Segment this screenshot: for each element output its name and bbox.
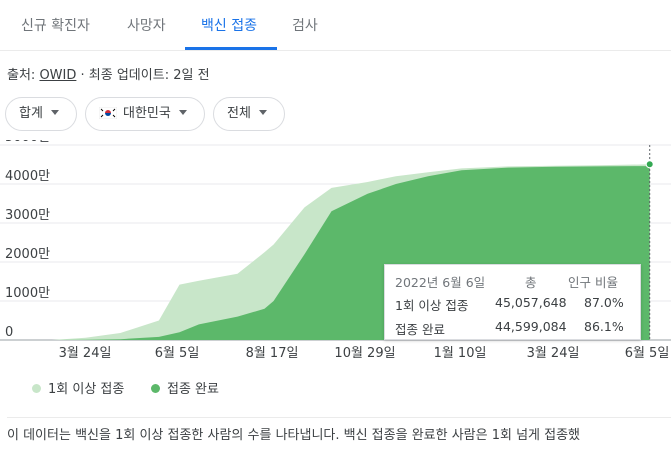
legend-item: 접종 완료 [151, 378, 219, 397]
country-dropdown[interactable]: 대한민국 [85, 97, 205, 131]
scope-dropdown[interactable]: 전체 [213, 97, 285, 131]
source-link[interactable]: OWID [39, 68, 77, 83]
x-tick-label: 6월 5일 [625, 346, 670, 361]
tooltip-row-label: 1회 이상 접종 [395, 298, 469, 313]
chevron-down-icon [258, 110, 267, 115]
source-line: 출처: OWID · 최종 업데이트: 2일 전 [7, 64, 210, 83]
legend-label: 접종 완료 [167, 382, 219, 397]
x-tick-label: 10월 29일 [334, 346, 395, 361]
x-tick-label: 6월 5일 [155, 346, 200, 361]
tooltip-row-ratio: 86.1% [584, 319, 624, 334]
hover-point [645, 160, 654, 169]
description-panel: 이 데이터는 백신을 1회 이상 접종한 사람의 수를 나타냅니다. 백신 접종… [7, 417, 671, 452]
tooltip-row-total: 45,057,648 [495, 295, 567, 310]
y-tick-label: 0 [5, 325, 13, 340]
active-tab-indicator [185, 47, 277, 50]
chevron-down-icon [50, 110, 59, 115]
tooltip-header-total: 총 [525, 275, 537, 290]
y-tick-label: 2000만 [5, 247, 50, 262]
x-tick-label: 3월 24일 [59, 346, 112, 361]
tooltip-row-label: 접종 완료 [395, 322, 445, 337]
tab-tests[interactable]: 검사 [292, 18, 318, 34]
y-tick-label: 1000만 [5, 286, 50, 301]
y-tick-label: 4000만 [5, 169, 50, 184]
legend-item: 1회 이상 접종 [32, 378, 124, 397]
chart-tooltip: 2022년 6월 6일 총 인구 비율 1회 이상 접종 45,057,648 … [384, 264, 641, 340]
scope-dropdown-label: 전체 [227, 106, 251, 121]
legend-swatch [32, 384, 41, 393]
metric-dropdown-label: 합계 [19, 106, 43, 121]
tab-vaccination[interactable]: 백신 접종 [201, 18, 257, 34]
legend-label: 1회 이상 접종 [48, 382, 125, 397]
tab-new-cases[interactable]: 신규 확진자 [21, 18, 90, 34]
x-tick-label: 8월 17일 [246, 346, 299, 361]
legend-swatch [151, 384, 160, 393]
korea-flag-icon [99, 106, 117, 119]
tooltip-row-total: 44,599,084 [495, 319, 567, 334]
y-tick-label: 5000만 [5, 140, 50, 145]
metric-dropdown[interactable]: 합계 [5, 97, 77, 131]
x-tick-label: 1월 10일 [434, 346, 487, 361]
description-text: 이 데이터는 백신을 1회 이상 접종한 사람의 수를 나타냅니다. 백신 접종… [7, 428, 581, 443]
tab-bar: 신규 확진자 사망자 백신 접종 검사 [0, 0, 671, 51]
x-tick-label: 3월 24일 [527, 346, 580, 361]
last-updated: · 최종 업데이트: 2일 전 [80, 68, 210, 83]
tab-deaths[interactable]: 사망자 [127, 18, 166, 34]
y-tick-label: 3000만 [5, 208, 50, 223]
tooltip-header-ratio: 인구 비율 [568, 275, 618, 290]
tooltip-date: 2022년 6월 6일 [395, 275, 486, 290]
source-prefix: 출처: [7, 68, 36, 83]
country-dropdown-label: 대한민국 [123, 106, 171, 121]
chevron-down-icon [178, 110, 187, 115]
tooltip-row-ratio: 87.0% [584, 295, 624, 310]
